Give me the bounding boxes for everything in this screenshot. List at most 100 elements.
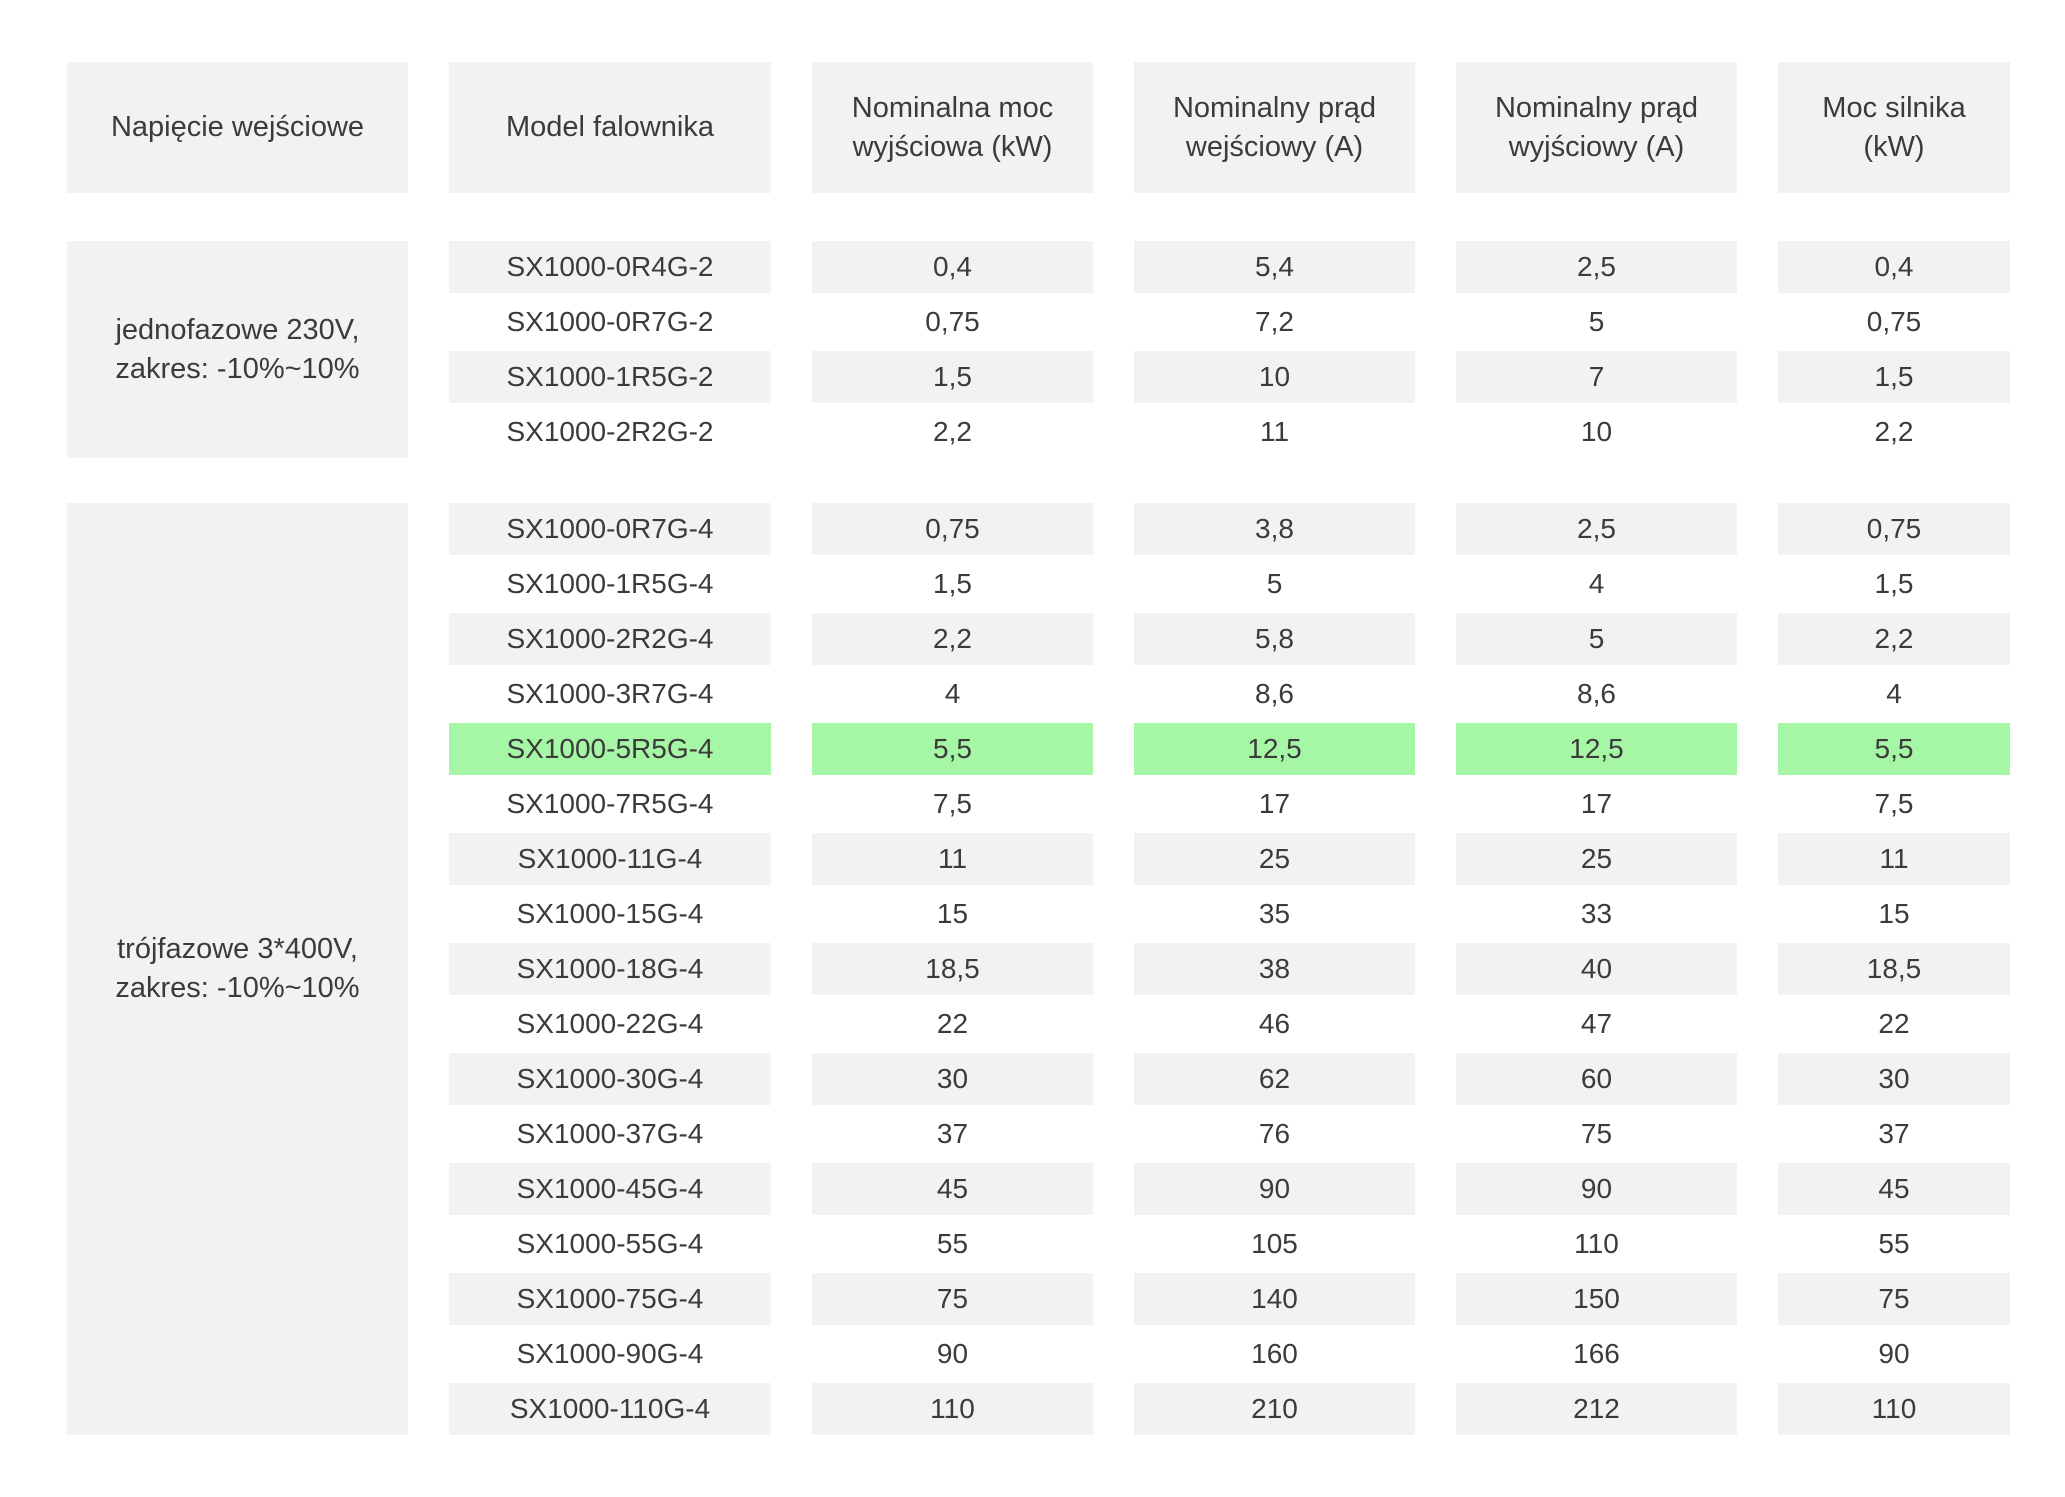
- input-current-cell: 76: [1258, 1118, 1291, 1149]
- input-current-cell: 62: [1134, 1053, 1415, 1105]
- model-cell: SX1000-2R2G-2: [506, 416, 714, 447]
- header-output-current: Nominalny prąd wyjściowy (A): [1456, 62, 1737, 193]
- output-power-cell: 22: [936, 1008, 969, 1039]
- output-current-cell: 2,5: [1456, 241, 1737, 293]
- motor-power-cell: 4: [1886, 678, 1902, 709]
- model-cell: SX1000-30G-4: [449, 1053, 771, 1105]
- input-current-cell: 38: [1134, 943, 1415, 995]
- motor-power-cell: 37: [1878, 1118, 1910, 1149]
- output-current-cell: 7: [1456, 351, 1737, 403]
- motor-power-cell: 0,75: [1866, 306, 1922, 337]
- output-power-cell: 75: [812, 1273, 1093, 1325]
- input-current-cell: 105: [1251, 1228, 1298, 1259]
- header-motor-power: Moc silnika (kW): [1778, 62, 2010, 193]
- motor-power-cell: 11: [1778, 833, 2010, 885]
- output-power-cell: 5,5: [812, 723, 1093, 775]
- output-power-cell: 18,5: [812, 943, 1093, 995]
- motor-power-cell: 110: [1778, 1383, 2010, 1435]
- output-current-cell: 5: [1588, 306, 1605, 337]
- output-power-cell: 110: [812, 1383, 1093, 1435]
- output-current-cell: 110: [1574, 1228, 1619, 1259]
- table-header-row: Napięcie wejściowe Model falownika Nomin…: [67, 62, 2010, 193]
- model-cell: SX1000-15G-4: [516, 898, 704, 929]
- spec-table: Napięcie wejściowe Model falownika Nomin…: [67, 62, 2010, 1480]
- input-current-cell: 25: [1134, 833, 1415, 885]
- model-cell: SX1000-11G-4: [449, 833, 771, 885]
- motor-power-cell: 5,5: [1778, 723, 2010, 775]
- input-current-cell: 3,8: [1134, 503, 1415, 555]
- input-current-cell: 46: [1258, 1008, 1291, 1039]
- output-power-cell: 15: [936, 898, 969, 929]
- header-input-current: Nominalny prąd wejściowy (A): [1134, 62, 1415, 193]
- input-current-cell: 5: [1266, 568, 1283, 599]
- motor-power-cell: 75: [1778, 1273, 2010, 1325]
- output-current-cell: 47: [1580, 1008, 1613, 1039]
- output-power-cell: 0,75: [812, 503, 1093, 555]
- input-current-cell: 10: [1134, 351, 1415, 403]
- model-cell: SX1000-75G-4: [449, 1273, 771, 1325]
- header-input-voltage: Napięcie wejściowe: [67, 62, 408, 193]
- motor-power-cell: 2,2: [1874, 416, 1914, 447]
- output-current-cell: 10: [1580, 416, 1613, 447]
- model-cell: SX1000-3R7G-4: [506, 678, 714, 709]
- output-current-cell: 33: [1580, 898, 1613, 929]
- model-cell: SX1000-55G-4: [516, 1228, 704, 1259]
- voltage-group-label: jednofazowe 230V, zakres: -10%~10%: [67, 241, 408, 458]
- motor-power-cell: 1,5: [1778, 351, 2010, 403]
- motor-power-cell: 22: [1878, 1008, 1910, 1039]
- motor-power-cell: 7,5: [1874, 788, 1914, 819]
- header-output-power: Nominalna moc wyjściowa (kW): [812, 62, 1093, 193]
- motor-power-cell: 0,4: [1778, 241, 2010, 293]
- output-current-cell: 60: [1456, 1053, 1737, 1105]
- model-cell: SX1000-37G-4: [516, 1118, 704, 1149]
- input-current-cell: 160: [1251, 1338, 1298, 1369]
- output-power-cell: 2,2: [933, 416, 972, 447]
- output-current-cell: 40: [1456, 943, 1737, 995]
- output-power-cell: 30: [812, 1053, 1093, 1105]
- model-cell: SX1000-7R5G-4: [506, 788, 714, 819]
- input-current-cell: 5,8: [1134, 613, 1415, 665]
- output-current-cell: 212: [1456, 1383, 1737, 1435]
- model-cell: SX1000-22G-4: [516, 1008, 704, 1039]
- output-power-cell: 0,4: [812, 241, 1093, 293]
- input-current-cell: 12,5: [1134, 723, 1415, 775]
- voltage-label-line1: trójfazowe 3*400V,: [117, 933, 358, 965]
- output-power-cell: 11: [812, 833, 1093, 885]
- voltage-group: jednofazowe 230V, zakres: -10%~10% SX100…: [67, 241, 2010, 458]
- output-power-cell: 45: [812, 1163, 1093, 1215]
- model-cell: SX1000-0R7G-4: [449, 503, 771, 555]
- model-cell: SX1000-1R5G-2: [449, 351, 771, 403]
- output-current-cell: 4: [1588, 568, 1605, 599]
- input-current-cell: 90: [1134, 1163, 1415, 1215]
- output-current-cell: 5: [1456, 613, 1737, 665]
- input-current-cell: 35: [1258, 898, 1291, 929]
- motor-power-cell: 15: [1878, 898, 1910, 929]
- output-power-cell: 90: [936, 1338, 969, 1369]
- input-current-cell: 17: [1258, 788, 1291, 819]
- input-current-cell: 210: [1134, 1383, 1415, 1435]
- input-current-cell: 7,2: [1255, 306, 1294, 337]
- input-current-cell: 11: [1259, 416, 1290, 447]
- input-current-cell: 140: [1134, 1273, 1415, 1325]
- output-current-cell: 8,6: [1577, 678, 1616, 709]
- motor-power-cell: 1,5: [1874, 568, 1914, 599]
- motor-power-cell: 90: [1878, 1338, 1910, 1369]
- output-current-cell: 2,5: [1456, 503, 1737, 555]
- input-current-cell: 5,4: [1134, 241, 1415, 293]
- motor-power-cell: 0,75: [1778, 503, 2010, 555]
- model-cell: SX1000-90G-4: [516, 1338, 704, 1369]
- output-current-cell: 25: [1456, 833, 1737, 885]
- output-current-cell: 90: [1456, 1163, 1737, 1215]
- motor-power-cell: 30: [1778, 1053, 2010, 1105]
- model-cell: SX1000-2R2G-4: [449, 613, 771, 665]
- output-power-cell: 1,5: [812, 351, 1093, 403]
- voltage-group: trójfazowe 3*400V, zakres: -10%~10% SX10…: [67, 503, 2010, 1435]
- output-power-cell: 1,5: [933, 568, 972, 599]
- output-power-cell: 55: [936, 1228, 969, 1259]
- model-cell: SX1000-110G-4: [449, 1383, 771, 1435]
- output-current-cell: 150: [1456, 1273, 1737, 1325]
- voltage-label-line2: zakres: -10%~10%: [115, 352, 360, 385]
- motor-power-cell: 2,2: [1778, 613, 2010, 665]
- model-cell: SX1000-18G-4: [449, 943, 771, 995]
